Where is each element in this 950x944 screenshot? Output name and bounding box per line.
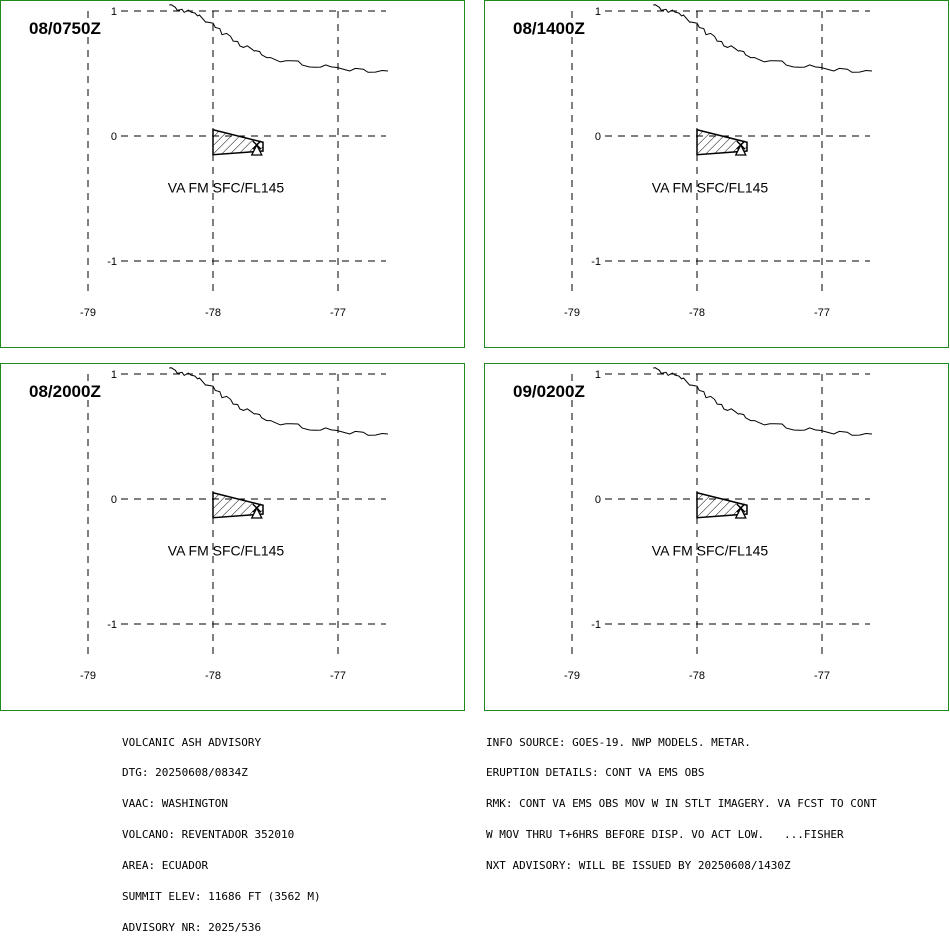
ash-layer-label: VA FM SFC/FL145 (168, 542, 285, 558)
coastline (169, 4, 389, 73)
latitude-tick-label: -1 (107, 256, 117, 268)
coastline (653, 367, 873, 436)
coastline (653, 4, 873, 73)
advisory-line: ERUPTION DETAILS: CONT VA EMS OBS (486, 766, 705, 780)
panel-time-label: 08/2000Z (29, 382, 101, 401)
advisory-line: RMK: CONT VA EMS OBS MOV W IN STLT IMAGE… (486, 797, 877, 811)
ash-cloud-polygon (212, 491, 264, 519)
volcano-icon (250, 506, 263, 519)
latitude-tick-label: -1 (107, 619, 117, 631)
map-canvas: -79 -78 -77 1 0 -1 VA FM SFC/FL145 (80, 4, 389, 319)
volcano-icon (734, 506, 747, 519)
advisory-info-left: VOLCANIC ASH ADVISORY DTG: 20250608/0834… (122, 717, 321, 944)
longitude-tick-label: -77 (330, 670, 346, 682)
forecast-panel-1: -79 -78 -77 1 0 -1 VA FM SFC/FL145 08/0750Z (0, 0, 465, 348)
forecast-panel-2: -79 -78 -77 1 0 -1 VA FM SFC/FL145 08/1400Z (484, 0, 949, 348)
volcano-icon (734, 143, 747, 156)
longitude-tick-label: -79 (80, 670, 96, 682)
ash-layer-label: VA FM SFC/FL145 (652, 542, 769, 558)
longitude-tick-label: -79 (564, 307, 580, 319)
advisory-line: W MOV THRU T+6HRS BEFORE DISP. VO ACT LO… (486, 828, 844, 842)
latitude-tick-label: 0 (111, 131, 117, 143)
latitude-tick-label: 1 (595, 369, 601, 381)
forecast-panel-4: -79 -78 -77 1 0 -1 VA FM SFC/FL145 09/0200Z (484, 363, 949, 711)
ash-cloud-polygon (212, 128, 264, 156)
map-canvas: -79 -78 -77 1 0 -1 VA FM SFC/FL145 (564, 4, 873, 319)
panel-time-label: 08/1400Z (513, 19, 585, 38)
longitude-tick-label: -77 (330, 307, 346, 319)
panel-time-label: 09/0200Z (513, 382, 585, 401)
longitude-tick-label: -77 (814, 307, 830, 319)
longitude-tick-label: -78 (689, 670, 705, 682)
advisory-line: DTG: 20250608/0834Z (122, 766, 248, 780)
longitude-tick-label: -79 (564, 670, 580, 682)
latitude-tick-label: -1 (591, 619, 601, 631)
advisory-line: VOLCANO: REVENTADOR 352010 (122, 828, 295, 842)
latitude-tick-label: -1 (591, 256, 601, 268)
advisory-line: AREA: ECUADOR (122, 859, 209, 873)
ash-layer-label: VA FM SFC/FL145 (652, 179, 769, 195)
volcano-marker-x (252, 503, 262, 513)
volcano-marker-x (736, 503, 746, 513)
volcano-icon (250, 143, 263, 156)
longitude-tick-label: -77 (814, 670, 830, 682)
map-canvas: -79 -78 -77 1 0 -1 VA FM SFC/FL145 (80, 367, 389, 682)
volcano-marker-x (736, 140, 746, 150)
longitude-tick-label: -78 (205, 670, 221, 682)
longitude-tick-label: -78 (689, 307, 705, 319)
ash-layer-label: VA FM SFC/FL145 (168, 179, 285, 195)
latitude-tick-label: 1 (595, 6, 601, 18)
forecast-panel-3: -79 -78 -77 1 0 -1 VA FM SFC/FL145 08/2000Z (0, 363, 465, 711)
advisory-line: VAAC: WASHINGTON (122, 797, 228, 811)
advisory-line: SUMMIT ELEV: 11686 FT (3562 M) (122, 890, 321, 904)
advisory-info-right: INFO SOURCE: GOES-19. NWP MODELS. METAR.… (486, 717, 877, 882)
panel-time-label: 08/0750Z (29, 19, 101, 38)
advisory-line: VOLCANIC ASH ADVISORY (122, 735, 262, 749)
longitude-tick-label: -79 (80, 307, 96, 319)
latitude-tick-label: 0 (595, 494, 601, 506)
advisory-line: NXT ADVISORY: WILL BE ISSUED BY 20250608… (486, 859, 791, 873)
latitude-tick-label: 0 (595, 131, 601, 143)
map-canvas: -79 -78 -77 1 0 -1 VA FM SFC/FL145 (564, 367, 873, 682)
ash-cloud-polygon (696, 128, 748, 156)
latitude-tick-label: 1 (111, 369, 117, 381)
volcano-marker-x (252, 140, 262, 150)
coastline (169, 367, 389, 436)
ash-cloud-polygon (696, 491, 748, 519)
advisory-line: ADVISORY NR: 2025/536 (122, 920, 262, 934)
longitude-tick-label: -78 (205, 307, 221, 319)
advisory-line: INFO SOURCE: GOES-19. NWP MODELS. METAR. (486, 735, 751, 749)
latitude-tick-label: 1 (111, 6, 117, 18)
latitude-tick-label: 0 (111, 494, 117, 506)
